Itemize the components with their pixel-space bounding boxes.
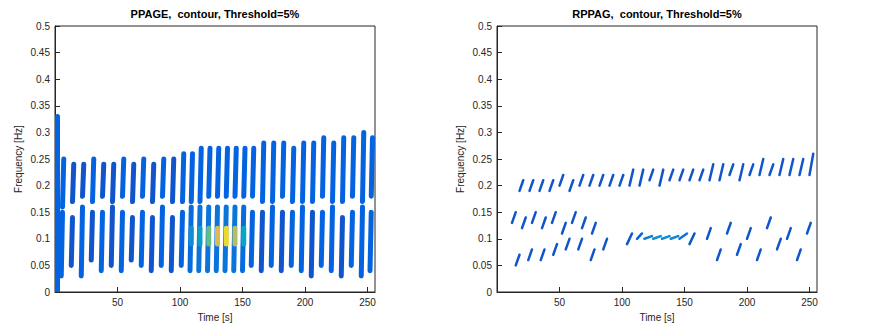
svg-text:200: 200 — [297, 297, 314, 308]
svg-text:0.45: 0.45 — [473, 47, 493, 58]
svg-text:150: 150 — [676, 297, 693, 308]
svg-text:50: 50 — [112, 297, 124, 308]
svg-text:0.05: 0.05 — [473, 260, 493, 271]
svg-text:0.25: 0.25 — [31, 154, 51, 165]
svg-text:0.35: 0.35 — [473, 100, 493, 111]
svg-text:0.3: 0.3 — [36, 127, 50, 138]
svg-text:PPAGE, contour, Threshold=5%: PPAGE, contour, Threshold=5% — [131, 8, 300, 20]
svg-text:0.3: 0.3 — [478, 127, 492, 138]
svg-text:0.1: 0.1 — [478, 233, 492, 244]
svg-text:250: 250 — [359, 297, 376, 308]
svg-text:0.2: 0.2 — [36, 180, 50, 191]
svg-text:0.45: 0.45 — [31, 47, 51, 58]
svg-text:200: 200 — [739, 297, 756, 308]
svg-text:50: 50 — [554, 297, 566, 308]
svg-text:Frequency [Hz]: Frequency [Hz] — [455, 125, 466, 193]
svg-text:0: 0 — [44, 287, 50, 298]
svg-text:0.5: 0.5 — [478, 21, 492, 32]
svg-text:100: 100 — [172, 297, 189, 308]
svg-text:0.15: 0.15 — [473, 207, 493, 218]
svg-text:Frequency [Hz]: Frequency [Hz] — [13, 125, 24, 193]
svg-text:0.4: 0.4 — [478, 74, 492, 85]
svg-text:0.4: 0.4 — [36, 74, 50, 85]
svg-text:0: 0 — [486, 287, 492, 298]
svg-text:150: 150 — [234, 297, 251, 308]
svg-text:Time [s]: Time [s] — [639, 312, 674, 323]
svg-text:250: 250 — [801, 297, 818, 308]
svg-text:0.15: 0.15 — [31, 207, 51, 218]
svg-text:0.05: 0.05 — [31, 260, 51, 271]
svg-text:0.5: 0.5 — [36, 21, 50, 32]
svg-text:0.2: 0.2 — [478, 180, 492, 191]
svg-text:0.35: 0.35 — [31, 100, 51, 111]
svg-text:Time [s]: Time [s] — [197, 312, 232, 323]
svg-text:100: 100 — [614, 297, 631, 308]
svg-text:0.25: 0.25 — [473, 154, 493, 165]
svg-text:RPPAG, contour, Threshold=5%: RPPAG, contour, Threshold=5% — [572, 8, 742, 20]
svg-text:0.1: 0.1 — [36, 233, 50, 244]
